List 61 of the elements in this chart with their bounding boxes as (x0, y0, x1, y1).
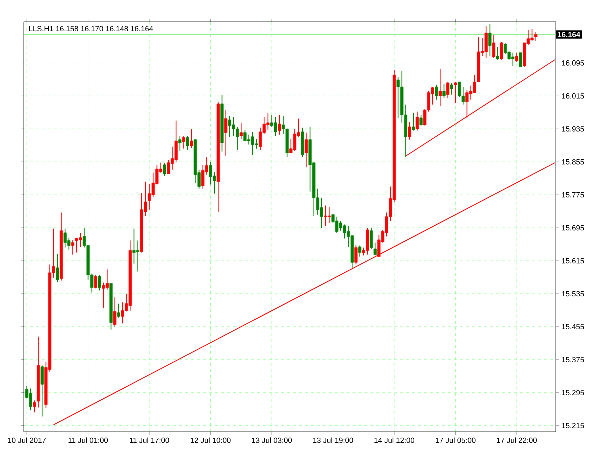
candlestick (94, 274, 98, 289)
candlestick (228, 116, 232, 138)
candlestick (354, 244, 358, 266)
candlestick (251, 132, 254, 156)
candlestick (336, 216, 339, 234)
candlestick (182, 136, 186, 150)
candlestick (106, 269, 109, 290)
candlestick (438, 68, 442, 106)
candlestick (244, 130, 247, 142)
candlestick (366, 228, 370, 256)
candlestick (534, 32, 538, 42)
candlestick (258, 128, 262, 151)
candlestick (293, 128, 297, 152)
candlestick (278, 114, 282, 136)
candlestick (412, 112, 416, 132)
candlestick (29, 388, 32, 411)
candlestick (496, 46, 500, 60)
candlestick (304, 132, 308, 168)
candlestick (530, 28, 534, 42)
candlestick (454, 82, 458, 104)
candlestick (255, 138, 258, 150)
candlestick (117, 303, 120, 318)
candlestick (519, 52, 522, 68)
candlestick (178, 136, 182, 152)
candlestick (56, 254, 60, 282)
candlestick (442, 84, 446, 99)
candlestick (450, 82, 454, 96)
candlestick (236, 126, 240, 151)
candlestick (266, 112, 270, 130)
candlestick (416, 111, 419, 132)
candlestick (408, 122, 412, 140)
candlestick (435, 84, 438, 100)
candlestick (224, 110, 228, 156)
candlestick (358, 245, 362, 258)
candlestick (500, 42, 504, 60)
candlestick (420, 114, 423, 126)
candlestick (71, 240, 75, 256)
candlestick (136, 240, 140, 272)
candlestick (163, 162, 166, 177)
candlestick (515, 52, 519, 62)
candlestick (466, 90, 469, 118)
candlestick (488, 24, 492, 57)
candlestick (190, 128, 194, 148)
candlestick (301, 128, 304, 158)
candlestick (446, 82, 450, 99)
candlestick (274, 116, 278, 137)
candlestick (79, 232, 82, 248)
candlestick (114, 297, 117, 328)
candlestick (339, 220, 342, 232)
candlestick (148, 184, 152, 210)
candlestick (248, 134, 251, 146)
candlestick (186, 136, 190, 151)
candlestick (64, 228, 67, 248)
candlestick (512, 52, 515, 66)
candlestick (470, 85, 473, 100)
candlestick (40, 365, 44, 418)
candlestick (240, 122, 243, 140)
candlestick (492, 34, 496, 59)
candlestick (324, 205, 328, 226)
candlestick (98, 274, 102, 292)
candlestick (484, 26, 488, 59)
